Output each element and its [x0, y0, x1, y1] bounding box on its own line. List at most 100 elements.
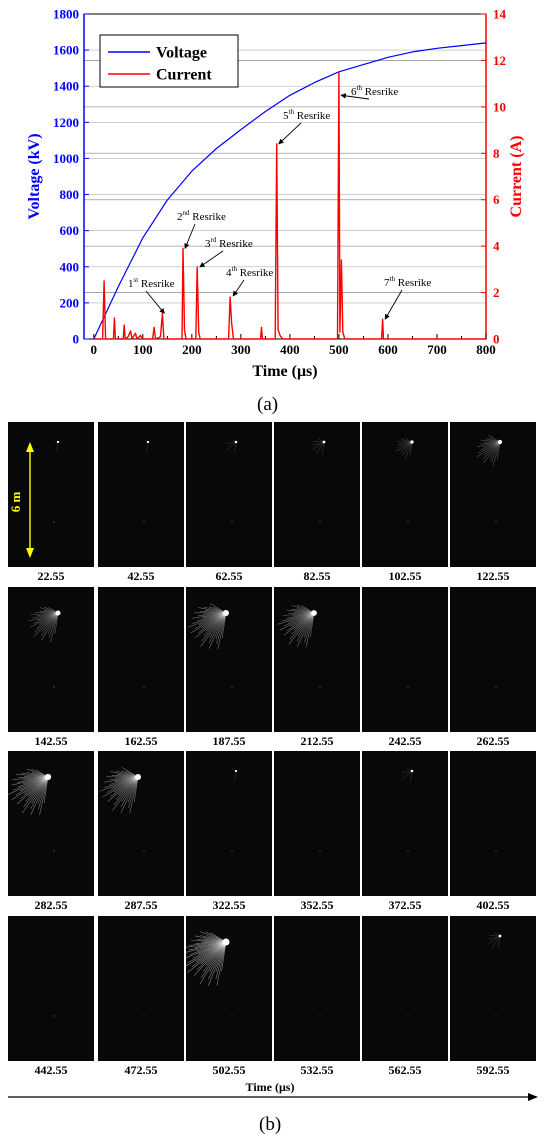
- y-right-tick-label: 4: [493, 239, 500, 254]
- frame-image: [274, 751, 360, 896]
- panel-a-label: (a): [257, 394, 279, 415]
- frame-cell: 82.55: [274, 422, 360, 584]
- resrike-label-4: 4th Resrike: [226, 265, 273, 279]
- frame-cell: 287.55: [98, 751, 184, 913]
- frame-time-label: 502.55: [212, 1063, 246, 1077]
- frame-cell: 372.55: [362, 751, 448, 913]
- discharge-frame-svg: [8, 768, 55, 852]
- frame-cell: 442.55: [8, 916, 94, 1078]
- y-left-tick-label: 0: [73, 332, 80, 347]
- resrike-arrow-4: [232, 279, 245, 297]
- frame-cell: 242.55: [362, 587, 448, 749]
- frame-image: [186, 587, 272, 732]
- frame-time-label: 102.55: [388, 569, 422, 583]
- frame-image: [450, 916, 536, 1061]
- frame-image: [8, 587, 94, 732]
- frame-time-label: 472.55: [124, 1063, 158, 1077]
- time-axis-arrow: Time (μs): [8, 1080, 538, 1101]
- frame-image: [362, 587, 448, 732]
- resrike-label-5: 5th Resrike: [283, 108, 330, 122]
- discharge-frame-svg: [395, 437, 414, 523]
- discharge-frame-svg: [312, 438, 326, 523]
- y-right-tick-label: 6: [493, 192, 500, 207]
- frame-time-label: 262.55: [476, 734, 510, 748]
- y-left-tick-label: 1600: [53, 43, 79, 58]
- frame-time-label: 562.55: [388, 1063, 422, 1077]
- scale-label: 6 m: [8, 492, 23, 513]
- discharge-frame-svg: [319, 1015, 321, 1017]
- x-tick-label: 700: [427, 342, 447, 357]
- discharge-frame-svg: [143, 686, 145, 688]
- frame-image: [274, 916, 360, 1061]
- frame-time-label: 162.55: [124, 734, 158, 748]
- x-tick-label: 0: [91, 342, 98, 357]
- y-left-tick-label: 800: [60, 187, 80, 202]
- frame-image: [8, 916, 94, 1061]
- resrike-arrow-7: [384, 289, 403, 320]
- frame-cell: 162.55: [98, 587, 184, 749]
- frame-cell: 262.55: [450, 587, 536, 749]
- time-arrow-head: [528, 1093, 538, 1101]
- frame-time-label: 187.55: [212, 734, 246, 748]
- discharge-frame-svg: [277, 604, 321, 688]
- discharge-frame-svg: [225, 438, 238, 523]
- frame-cell: 62.55: [186, 422, 272, 584]
- frame-image: [362, 916, 448, 1061]
- discharge-frame-svg: 6 m: [8, 439, 60, 558]
- frame-cell: 562.55: [362, 916, 448, 1078]
- time-axis-label: Time (μs): [246, 1080, 295, 1094]
- y-left-tick-label: 200: [60, 295, 80, 310]
- x-tick-label: 100: [133, 342, 153, 357]
- y-left-tick-label: 1800: [53, 7, 79, 22]
- resrike-label-2: 2nd Resrike: [177, 209, 226, 223]
- y-left-tick-label: 1400: [53, 79, 79, 94]
- discharge-frame-svg: [407, 1015, 409, 1017]
- legend: Voltage Current: [99, 34, 239, 88]
- x-tick-label: 300: [231, 342, 251, 357]
- resrike-arrow-1: [145, 290, 165, 314]
- frame-cell: 352.55: [274, 751, 360, 913]
- legend-label-voltage: Voltage: [156, 45, 207, 62]
- frame-image: [362, 422, 448, 567]
- discharge-frame-svg: [319, 850, 321, 852]
- discharge-frame-svg: [28, 606, 61, 688]
- discharge-frame-svg: [495, 686, 497, 688]
- frame-time-label: 82.55: [303, 569, 331, 583]
- frame-image: [98, 751, 184, 896]
- frame-time-label: 532.55: [300, 1063, 334, 1077]
- resrike-label-3: 3rd Resrike: [205, 236, 253, 250]
- frame-time-label: 22.55: [37, 569, 65, 583]
- frame-image: [450, 587, 536, 732]
- frame-image: [98, 422, 184, 567]
- resrike-arrow-3: [199, 250, 224, 268]
- voltage-current-chart: 0 100 200 300 400 500 600 700 800 Time (μs) 0 200 40…: [0, 0, 550, 390]
- frame-cell: 502.55: [186, 916, 272, 1078]
- y-left-axis: 0 200 400 600 800 1000 1200 1400 1600 1800 Voltage…: [26, 7, 89, 347]
- frame-time-label: 212.55: [300, 734, 334, 748]
- gridlines: [84, 49, 486, 304]
- frame-time-label: 42.55: [127, 569, 155, 583]
- discharge-frame-svg: [99, 767, 145, 852]
- frame-cell: 187.55: [186, 587, 272, 749]
- frame-image: [274, 587, 360, 732]
- series-voltage-line: [93, 42, 487, 340]
- x-tick-label: 200: [182, 342, 202, 357]
- frame-image: [186, 422, 272, 567]
- y-left-tick-label: 600: [60, 223, 80, 238]
- y-right-axis-label: Current (A): [508, 136, 525, 218]
- discharge-frame-svg: [186, 931, 233, 1017]
- frame-time-label: 352.55: [300, 898, 334, 912]
- discharge-frame-svg: [488, 932, 502, 1017]
- frame-time-label: 372.55: [388, 898, 422, 912]
- discharge-frame-svg: [53, 1015, 55, 1017]
- frame-cell: 472.55: [98, 916, 184, 1078]
- y-right-tick-label: 0: [493, 332, 500, 347]
- frame-image: [98, 587, 184, 732]
- frame-cell: 532.55: [274, 916, 360, 1078]
- resrike-label-7: 7th Resrike: [384, 275, 431, 289]
- x-axis: 0 100 200 300 400 500 600 700 800 Time (μs): [91, 334, 496, 380]
- frame-time-label: 592.55: [476, 1063, 510, 1077]
- frame-cell: 282.55: [8, 751, 94, 913]
- discharge-frame-svg: [476, 434, 503, 523]
